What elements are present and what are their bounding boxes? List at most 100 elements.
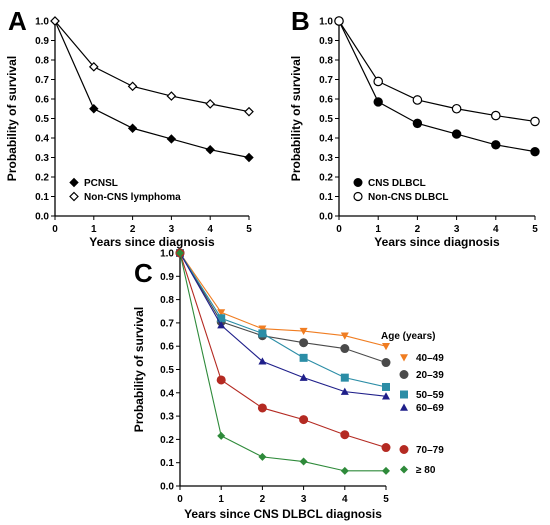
legend-title: Age (years) [381,331,435,342]
y-tick-label: 0.8 [160,295,174,306]
data-point [88,61,99,72]
y-tick-label: 0.4 [160,388,174,399]
x-tick-label: 2 [130,224,136,235]
legend-marker [69,177,79,188]
data-point [176,249,184,257]
data-point [299,415,309,425]
data-point [127,123,138,133]
data-point [530,116,540,127]
y-tick-label: 0.7 [319,75,333,86]
series-3: 60–69 [176,249,444,414]
y-tick-label: 0.8 [35,56,49,67]
data-point [299,338,309,348]
data-point [258,325,267,333]
series-line [338,20,536,153]
y-tick-label: 0.8 [319,56,333,67]
data-point [340,466,349,475]
y-tick-label: 0.6 [35,95,49,106]
series-5: ≥ 80 [176,249,436,476]
legend-marker [399,370,409,379]
x-tick-label: 5 [246,224,252,235]
data-point [258,329,267,338]
data-point [334,16,344,26]
y-tick-label: 0.2 [319,173,333,184]
legend-marker [69,191,79,202]
x-tick-label: 3 [301,494,307,505]
series-line [179,252,386,472]
data-point [258,452,267,461]
data-point [381,358,391,368]
data-point [373,97,383,107]
data-point [382,343,390,351]
legend-label: 70–79 [416,445,444,456]
y-tick-label: 0.5 [160,365,174,376]
panel-letter: A [8,6,27,36]
y-tick-label: 0.0 [35,212,49,223]
data-point [217,431,226,440]
data-point [166,134,177,144]
data-point [412,95,423,105]
x-tick-label: 1 [218,494,224,505]
data-point [299,327,308,336]
y-tick-label: 0.3 [160,412,174,423]
x-tick-label: 4 [493,224,499,235]
panel-b: B 0.0 0.1 0.2 0.3 0.4 0.5 0.6 0.7 0.8 0.9 1.0 0 1 2 3 4 5… [289,6,540,249]
data-point [299,373,308,381]
y-tick-label: 1.0 [35,17,49,28]
legend-label: 50–59 [416,390,444,401]
legend-marker [353,191,363,202]
legend-label: Non-CNS DLBCL [368,192,449,203]
series-0: PCNSL [50,16,254,189]
data-point [530,146,540,157]
x-axis-label: Years since diagnosis [89,235,215,249]
x-tick-label: 2 [415,224,421,235]
legend-label: Non-CNS lymphoma [84,192,181,203]
data-point [299,457,308,466]
series-line [54,20,250,113]
legend-marker [353,178,363,187]
data-point [258,357,267,365]
series-line [179,252,387,364]
y-tick-label: 0.5 [319,114,333,125]
legend-label: 60–69 [416,403,444,414]
y-tick-label: 0.7 [35,75,49,86]
series-1: Non-CNS DLBCL [334,16,540,203]
y-tick-label: 0.1 [35,192,49,203]
legend-label: CNS DLBCL [368,178,426,189]
y-tick-label: 0.9 [160,272,174,283]
legend-label: 40–49 [416,353,444,364]
y-tick-label: 0.4 [35,134,49,145]
y-tick-label: 0.4 [319,134,333,145]
data-point [491,140,501,150]
y-tick-label: 1.0 [160,249,174,260]
panel-letter: C [134,258,153,288]
series-line [179,252,387,388]
data-point [89,104,99,114]
y-axis-label: Probability of survival [132,307,146,432]
y-tick-label: 0.5 [35,114,49,125]
legend-marker [400,465,408,474]
panel-letter: B [291,6,310,36]
data-point [373,76,383,87]
data-point [340,387,349,395]
data-point [340,344,350,354]
x-tick-label: 3 [169,224,175,235]
data-point [244,106,254,117]
data-point [340,373,349,382]
y-tick-label: 0.1 [160,458,174,469]
panel-a: A 0.0 0.1 0.2 0.3 0.4 0.5 0.6 0.7 0.8 0.9 1.0 0 1 2 3 4 5… [5,6,254,249]
y-tick-label: 0.1 [319,192,333,203]
series-4: 70–79 [175,248,444,456]
legend-marker [400,403,408,411]
x-tick-label: 0 [52,224,58,235]
series-line [179,252,387,397]
panel-c: C 0.0 0.1 0.2 0.3 0.4 0.5 0.6 0.7 0.8 0.9 1.0 0 1 2 3 4 5… [132,248,444,521]
data-point [490,110,501,121]
y-axis-label: Probability of survival [5,56,19,181]
series-1: Non-CNS lymphoma [50,16,254,203]
x-tick-label: 0 [177,494,183,505]
x-tick-label: 5 [383,494,389,505]
x-tick-label: 0 [336,224,342,235]
legend-label: ≥ 80 [416,465,436,476]
